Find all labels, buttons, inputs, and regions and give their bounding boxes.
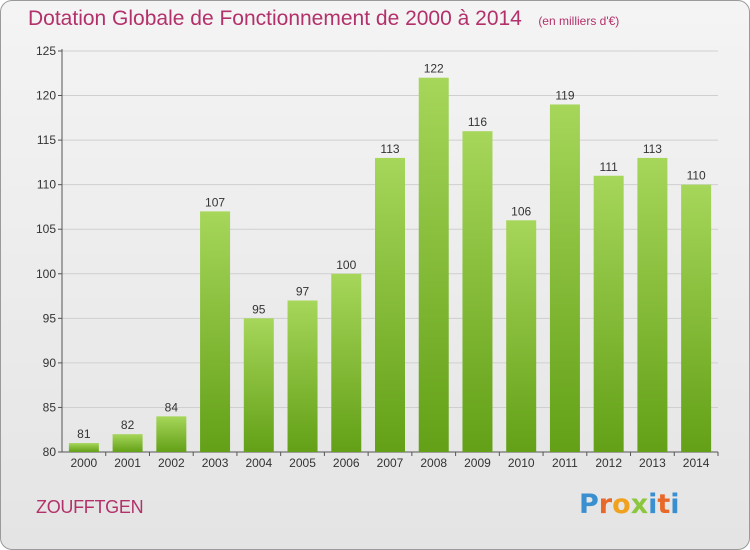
bar	[243, 318, 274, 452]
y-tick-label: 110	[37, 178, 56, 192]
data-labels: 81 82 84 107 95 97 100 113 122 116 106 119 111 113 110	[77, 62, 706, 441]
x-tick-label: 2012	[595, 456, 622, 470]
bar	[681, 184, 712, 452]
x-tick-label: 2002	[158, 456, 185, 470]
bar	[156, 416, 187, 452]
data-label: 84	[165, 400, 179, 414]
bar	[549, 104, 580, 452]
x-tick-labels: 2000 2001 2002 2003 2004 2005 2006 2007 2008 2009…	[71, 456, 710, 470]
chart-unit: (en milliers d'€)	[538, 14, 620, 28]
bar	[506, 220, 537, 452]
logo-letter: r	[598, 489, 613, 520]
bar	[375, 157, 405, 452]
bar	[462, 131, 493, 452]
y-tick-label: 90	[43, 356, 57, 370]
bar	[200, 211, 231, 452]
x-tick-label: 2008	[420, 456, 447, 470]
y-tick-label: 120	[36, 89, 56, 103]
logo-letter: i	[670, 489, 680, 520]
data-label: 81	[77, 427, 91, 441]
bar	[112, 434, 143, 452]
x-tick-label: 2009	[464, 456, 491, 470]
data-label: 113	[643, 142, 662, 156]
x-tick-label: 2003	[202, 456, 229, 470]
bar	[331, 273, 362, 452]
x-tick-label: 2001	[114, 456, 141, 470]
bar	[418, 77, 449, 452]
x-tick-label: 2011	[552, 456, 578, 470]
title-row: Dotation Globale de Fonctionnement de 20…	[28, 7, 619, 31]
data-label: 107	[205, 195, 225, 209]
data-label: 111	[600, 160, 619, 174]
y-tick-label: 100	[36, 267, 56, 281]
x-tick-label: 2013	[639, 456, 666, 470]
data-label: 113	[380, 142, 399, 156]
data-label: 119	[555, 88, 574, 102]
data-label: 106	[511, 204, 531, 218]
y-tick-label: 95	[43, 311, 57, 325]
logo-letter: o	[612, 489, 631, 520]
x-tick-label: 2004	[245, 456, 272, 470]
y-tick-label: 80	[43, 445, 57, 459]
x-tick-label: 2006	[333, 456, 360, 470]
y-tick-label: 125	[36, 44, 56, 58]
data-label: 100	[336, 258, 356, 272]
bars	[68, 77, 712, 452]
x-tick-label: 2005	[289, 456, 316, 470]
data-label: 97	[296, 285, 310, 299]
bar	[593, 175, 624, 452]
y-tick-label: 105	[36, 222, 56, 236]
y-tick-label: 85	[43, 400, 57, 414]
chart-title: Dotation Globale de Fonctionnement de 20…	[28, 7, 522, 30]
bar	[637, 157, 668, 452]
data-label: 110	[687, 169, 706, 183]
logo-letter: P	[579, 489, 599, 520]
x-tick-label: 2007	[377, 456, 404, 470]
x-tick-label: 2014	[683, 456, 710, 470]
commune-name: ZOUFFTGEN	[36, 497, 144, 517]
data-label: 122	[424, 62, 444, 76]
proxiti-logo: Proxiti	[579, 489, 680, 520]
y-tick-label: 115	[37, 133, 56, 147]
bar	[287, 300, 318, 452]
logo-letter: t	[657, 489, 671, 520]
logo-letter: i	[648, 489, 658, 520]
data-label: 82	[121, 418, 135, 432]
x-tick-label: 2000	[71, 456, 98, 470]
data-label: 116	[468, 115, 487, 129]
x-tick-label: 2010	[508, 456, 535, 470]
logo-letter: x	[630, 489, 649, 520]
y-tick-labels: 80 85 90 95 100 105 110 115 120 125	[36, 44, 56, 459]
bar	[68, 443, 99, 452]
data-label: 95	[252, 302, 266, 316]
